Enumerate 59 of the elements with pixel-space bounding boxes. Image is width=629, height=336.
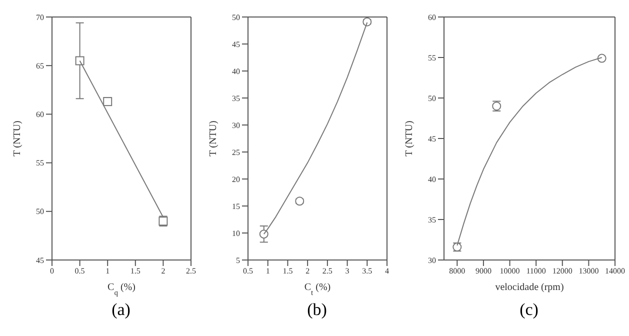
x-tick-label: 3.5 — [362, 266, 372, 276]
x-tick-label: 2 — [306, 266, 310, 276]
y-tick-label: 5 — [236, 256, 240, 265]
x-tick-label: 14000 — [605, 266, 625, 276]
x-tick-label: 13000 — [578, 266, 599, 276]
y-tick-label: 50 — [36, 207, 44, 216]
y-axis-title: T (NTU) — [404, 120, 415, 156]
y-tick-label: 25 — [232, 148, 240, 157]
point — [75, 56, 84, 66]
y-tick-label: 50 — [232, 12, 240, 22]
point — [295, 196, 304, 206]
point — [597, 54, 606, 63]
y-axis-title: T (NTU) — [12, 120, 23, 156]
x-tick-label: 2.5 — [322, 266, 332, 276]
x-axis-title: C$_{t}$ (%) — [304, 282, 331, 296]
x-axis-title: velocidade (rpm) — [495, 282, 564, 293]
y-tick-label: 15 — [232, 202, 240, 211]
x-tick-label: 1 — [106, 266, 110, 276]
point — [103, 97, 112, 106]
x-tick-label: 0 — [50, 266, 54, 276]
y-axis-title: T (NTU) — [208, 120, 219, 156]
y-tick-label: 10 — [232, 228, 240, 238]
x-tick-label: 2.5 — [186, 266, 196, 276]
x-tick-label: 1.5 — [282, 266, 293, 276]
y-tick-label: 40 — [428, 174, 436, 184]
y-tick-label: 45 — [232, 40, 240, 49]
x-tick-label: 1 — [266, 266, 270, 276]
x-tick-label: 3 — [345, 266, 350, 276]
x-tick-label: 4 — [385, 266, 389, 276]
text: (c) — [518, 300, 540, 320]
y-tick-label: 50 — [428, 94, 436, 103]
y-tick-label: 55 — [428, 53, 436, 62]
y-tick-label: 45 — [36, 256, 44, 265]
text: (b) — [306, 300, 328, 320]
x-tick-label: 0.5 — [74, 266, 85, 276]
x-tick-label: 12000 — [552, 266, 572, 276]
x-tick-label: 2 — [161, 266, 166, 276]
y-tick-label: 70 — [36, 12, 44, 22]
y-tick-label: 60 — [428, 12, 436, 22]
y-tick-label: 65 — [36, 61, 44, 70]
y-tick-label: 30 — [232, 120, 240, 130]
x-axis-title: C$_{q}$ (%) — [108, 282, 136, 296]
y-tick-label: 55 — [36, 158, 44, 168]
text: (a) — [110, 300, 132, 320]
x-tick-label: 9000 — [475, 266, 492, 276]
y-tick-label: 60 — [36, 110, 44, 120]
y-tick-label: 30 — [428, 256, 436, 265]
y-tick-label: 35 — [428, 215, 436, 224]
point — [362, 17, 372, 26]
x-tick-label: 11000 — [526, 266, 546, 276]
y-tick-label: 45 — [428, 134, 436, 144]
y-tick-label: 35 — [232, 94, 240, 103]
x-tick-label: 8000 — [449, 266, 466, 276]
y-tick-label: 20 — [232, 174, 240, 184]
x-tick-label: 10000 — [500, 266, 520, 276]
point — [259, 230, 268, 239]
y-tick-label: 40 — [232, 66, 240, 76]
x-tick-label: 0.5 — [243, 266, 253, 276]
x-tick-label: 1.5 — [130, 266, 140, 276]
